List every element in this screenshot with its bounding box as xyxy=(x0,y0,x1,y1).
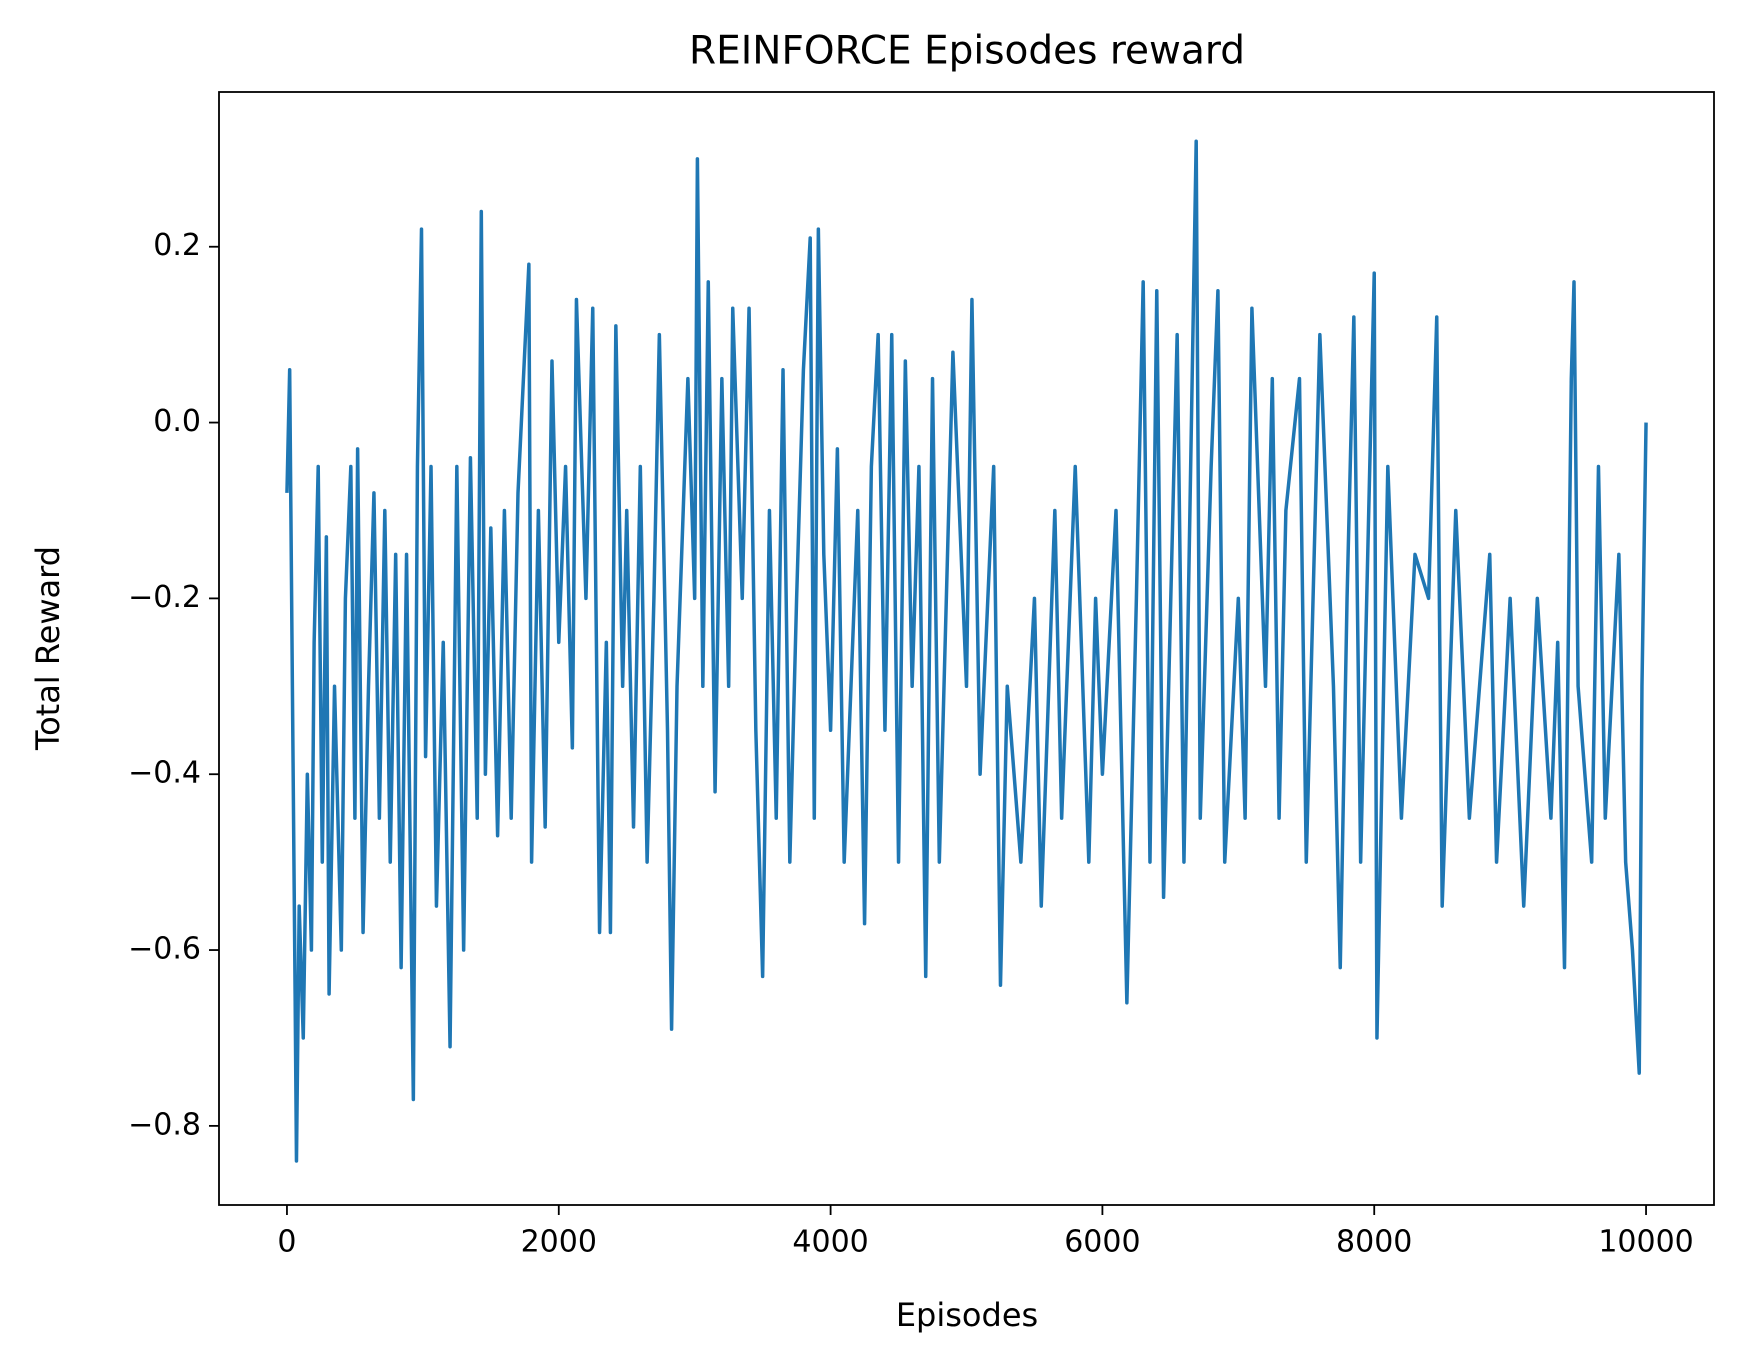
x-tick-label: 0 xyxy=(277,1225,296,1260)
chart-title: REINFORCE Episodes reward xyxy=(689,29,1245,74)
y-tick-label: −0.8 xyxy=(128,1107,201,1142)
x-tick-label: 2000 xyxy=(521,1225,597,1260)
line-series xyxy=(285,139,1648,1163)
plot-frame xyxy=(218,91,1715,1206)
y-tick-label: −0.2 xyxy=(128,580,201,615)
x-tick-label: 4000 xyxy=(792,1225,868,1260)
y-axis-label: Total Reward xyxy=(29,546,67,751)
x-tick-label: 8000 xyxy=(1336,1225,1412,1260)
y-tick-label: −0.4 xyxy=(128,756,201,791)
x-axis-label: Episodes xyxy=(896,1296,1038,1334)
y-tick-label: −0.6 xyxy=(128,932,201,967)
x-tick-label: 10000 xyxy=(1598,1225,1693,1260)
y-tick-label: 0.2 xyxy=(153,228,201,263)
y-tick-label: 0.0 xyxy=(153,404,201,439)
x-tick-label: 6000 xyxy=(1064,1225,1140,1260)
